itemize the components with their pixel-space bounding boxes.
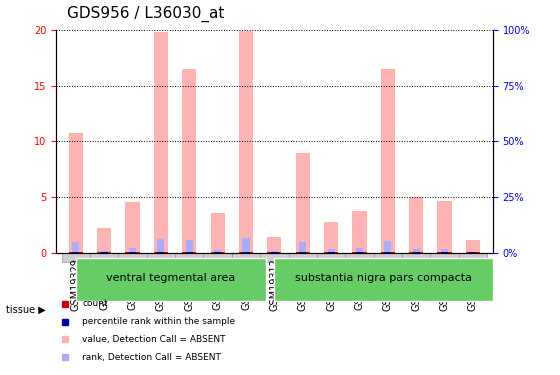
- Bar: [118, 253, 147, 262]
- Bar: [182, 69, 197, 253]
- Bar: [186, 252, 193, 253]
- Bar: [242, 238, 250, 253]
- Text: GDS956 / L36030_at: GDS956 / L36030_at: [67, 6, 225, 22]
- Bar: [69, 252, 83, 253]
- Bar: [129, 252, 136, 253]
- Bar: [317, 253, 346, 262]
- Bar: [157, 239, 165, 253]
- Bar: [72, 252, 80, 253]
- Bar: [299, 252, 306, 253]
- Bar: [352, 252, 367, 253]
- Text: rank, Detection Call = ABSENT: rank, Detection Call = ABSENT: [82, 353, 221, 362]
- Bar: [356, 252, 363, 253]
- Bar: [296, 153, 310, 253]
- Bar: [211, 252, 225, 253]
- Bar: [441, 252, 448, 253]
- Bar: [186, 240, 193, 253]
- Bar: [324, 222, 338, 253]
- Bar: [413, 252, 420, 253]
- Bar: [239, 252, 253, 253]
- Bar: [69, 132, 83, 253]
- Bar: [125, 252, 139, 253]
- Bar: [441, 249, 448, 253]
- Bar: [214, 250, 221, 253]
- Text: value, Detection Call = ABSENT: value, Detection Call = ABSENT: [82, 335, 226, 344]
- Bar: [374, 253, 402, 262]
- Bar: [437, 201, 452, 253]
- Bar: [346, 253, 374, 262]
- Bar: [175, 253, 203, 262]
- Bar: [203, 253, 232, 262]
- Bar: [211, 213, 225, 253]
- Bar: [431, 253, 459, 262]
- Bar: [97, 252, 111, 253]
- Bar: [267, 237, 282, 253]
- Bar: [271, 252, 278, 253]
- Bar: [239, 31, 253, 253]
- Bar: [384, 252, 391, 253]
- Bar: [154, 32, 168, 253]
- Bar: [214, 252, 221, 253]
- FancyBboxPatch shape: [274, 258, 493, 301]
- Bar: [469, 252, 477, 253]
- Text: tissue ▶: tissue ▶: [6, 304, 45, 314]
- Bar: [469, 252, 477, 253]
- Bar: [352, 210, 367, 253]
- Bar: [147, 253, 175, 262]
- Bar: [129, 248, 136, 253]
- Bar: [409, 197, 423, 253]
- Text: substantia nigra pars compacta: substantia nigra pars compacta: [295, 273, 472, 284]
- FancyBboxPatch shape: [76, 258, 266, 301]
- Bar: [90, 253, 118, 262]
- Bar: [101, 252, 108, 253]
- Bar: [402, 253, 431, 262]
- Bar: [299, 242, 306, 253]
- Bar: [296, 252, 310, 253]
- Bar: [328, 249, 335, 253]
- Bar: [356, 248, 363, 253]
- Bar: [267, 252, 282, 253]
- Bar: [232, 253, 260, 262]
- Bar: [381, 69, 395, 253]
- Bar: [101, 251, 108, 253]
- Bar: [182, 252, 197, 253]
- Bar: [62, 253, 90, 262]
- Bar: [288, 253, 317, 262]
- Bar: [409, 252, 423, 253]
- Bar: [466, 252, 480, 253]
- Text: count: count: [82, 299, 108, 308]
- Bar: [125, 202, 139, 253]
- Bar: [271, 251, 278, 253]
- Text: percentile rank within the sample: percentile rank within the sample: [82, 317, 235, 326]
- Bar: [437, 252, 452, 253]
- Bar: [260, 253, 288, 262]
- Bar: [157, 252, 165, 253]
- Bar: [384, 241, 391, 253]
- Bar: [466, 240, 480, 253]
- Bar: [328, 252, 335, 253]
- Bar: [459, 253, 487, 262]
- Bar: [413, 249, 420, 253]
- Bar: [381, 252, 395, 253]
- Bar: [154, 252, 168, 253]
- Text: ventral tegmental area: ventral tegmental area: [106, 273, 236, 284]
- Bar: [97, 228, 111, 253]
- Bar: [324, 252, 338, 253]
- Bar: [242, 252, 250, 253]
- Bar: [72, 242, 80, 253]
